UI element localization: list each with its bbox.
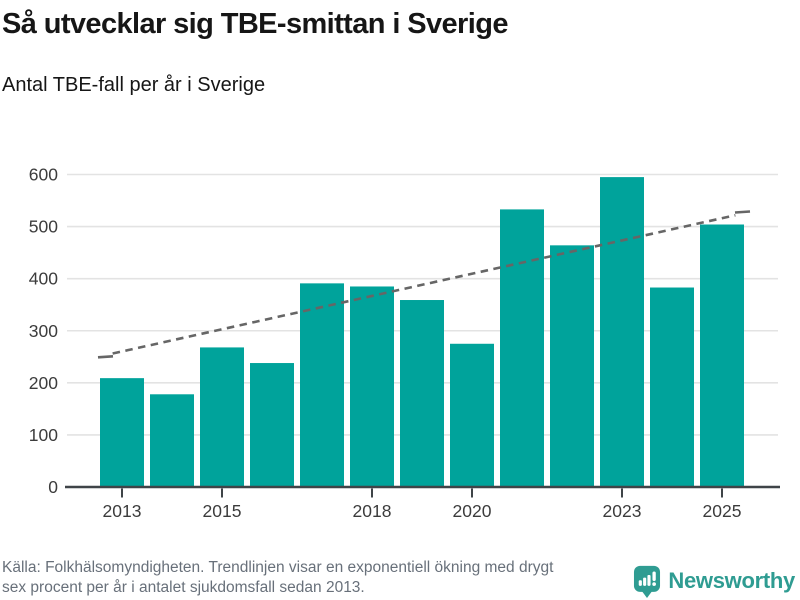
bar-2021 — [500, 209, 544, 488]
y-tick-label-0: 0 — [48, 477, 58, 497]
x-tick-label-2018: 2018 — [353, 501, 392, 521]
source-note-line1: Källa: Folkhälsomyndigheten. Trendlinjen… — [2, 559, 554, 576]
y-tick-label-600: 600 — [29, 165, 58, 185]
y-tick-label-500: 500 — [29, 217, 58, 237]
bar-2019 — [400, 300, 444, 487]
bar-2022 — [550, 245, 594, 487]
bar-2018 — [350, 286, 394, 487]
bar-2020 — [450, 343, 494, 487]
x-tick-label-2015: 2015 — [203, 501, 242, 521]
x-tick-label-2023: 2023 — [603, 501, 642, 521]
bar-2016 — [250, 363, 294, 487]
x-tick-label-2020: 2020 — [453, 501, 492, 521]
trendline-start-cap — [97, 354, 114, 359]
x-tick-label-2025: 2025 — [703, 501, 742, 521]
newsworthy-logo: Newsworthy — [633, 563, 795, 599]
x-tick-label-2013: 2013 — [103, 501, 142, 521]
y-tick-label-300: 300 — [29, 321, 58, 341]
bar-2017 — [300, 283, 344, 487]
y-tick-label-100: 100 — [29, 425, 58, 445]
bar-2013 — [100, 378, 144, 487]
bar-2025 — [700, 224, 744, 487]
y-tick-label-200: 200 — [29, 373, 58, 393]
bar-2015 — [200, 347, 244, 487]
bar-2024 — [650, 287, 694, 487]
bar-2023 — [600, 177, 644, 487]
chart-subtitle: Antal TBE-fall per år i Sverige — [2, 74, 266, 96]
source-note: Källa: Folkhälsomyndigheten. Trendlinjen… — [2, 558, 647, 599]
trendline-end-cap — [734, 210, 751, 214]
y-tick-label-400: 400 — [29, 269, 58, 289]
newsworthy-icon — [634, 565, 661, 598]
chart-title: Så utvecklar sig TBE-smittan i Sverige — [2, 8, 508, 40]
newsworthy-wordmark: Newsworthy — [668, 568, 795, 593]
source-note-line2: sex procent per år i antalet sjukdomsfal… — [2, 579, 365, 597]
trendline — [112, 213, 736, 355]
bar-2014 — [150, 394, 194, 487]
